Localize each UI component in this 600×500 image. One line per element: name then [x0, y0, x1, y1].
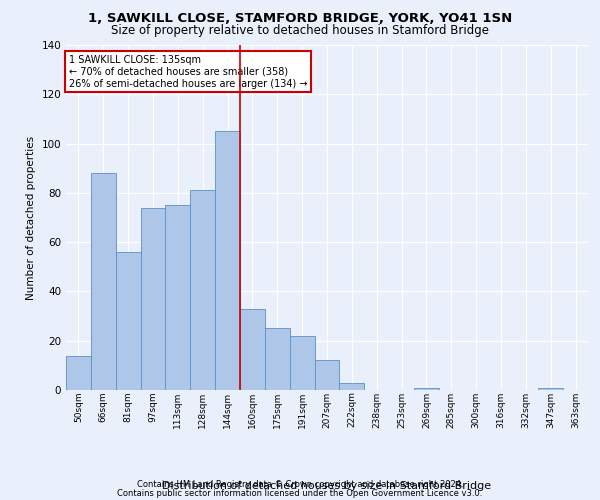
Text: Contains public sector information licensed under the Open Government Licence v3: Contains public sector information licen…	[118, 488, 482, 498]
Bar	[140, 208, 166, 390]
Y-axis label: Number of detached properties: Number of detached properties	[26, 136, 36, 300]
Bar	[314, 360, 340, 390]
Bar	[190, 190, 215, 390]
Bar	[116, 252, 140, 390]
Bar	[66, 356, 91, 390]
Bar	[414, 388, 439, 390]
Bar	[166, 205, 190, 390]
Text: Contains HM Land Registry data © Crown copyright and database right 2024.: Contains HM Land Registry data © Crown c…	[137, 480, 463, 489]
Bar	[91, 173, 116, 390]
Bar	[290, 336, 314, 390]
Bar	[538, 388, 563, 390]
Text: 1, SAWKILL CLOSE, STAMFORD BRIDGE, YORK, YO41 1SN: 1, SAWKILL CLOSE, STAMFORD BRIDGE, YORK,…	[88, 12, 512, 26]
Bar	[340, 382, 364, 390]
Text: 1 SAWKILL CLOSE: 135sqm
← 70% of detached houses are smaller (358)
26% of semi-d: 1 SAWKILL CLOSE: 135sqm ← 70% of detache…	[68, 56, 307, 88]
Text: Size of property relative to detached houses in Stamford Bridge: Size of property relative to detached ho…	[111, 24, 489, 37]
Bar	[240, 308, 265, 390]
Bar	[215, 132, 240, 390]
X-axis label: Distribution of detached houses by size in Stamford Bridge: Distribution of detached houses by size …	[163, 480, 491, 490]
Bar	[265, 328, 290, 390]
